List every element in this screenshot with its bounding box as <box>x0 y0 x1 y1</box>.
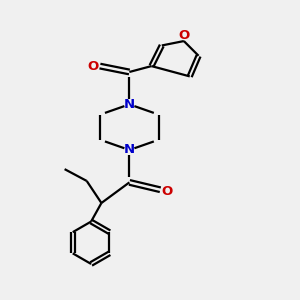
Text: O: O <box>88 60 99 73</box>
Text: O: O <box>161 185 172 198</box>
Text: N: N <box>124 143 135 157</box>
Text: O: O <box>178 29 190 42</box>
Text: N: N <box>124 98 135 111</box>
